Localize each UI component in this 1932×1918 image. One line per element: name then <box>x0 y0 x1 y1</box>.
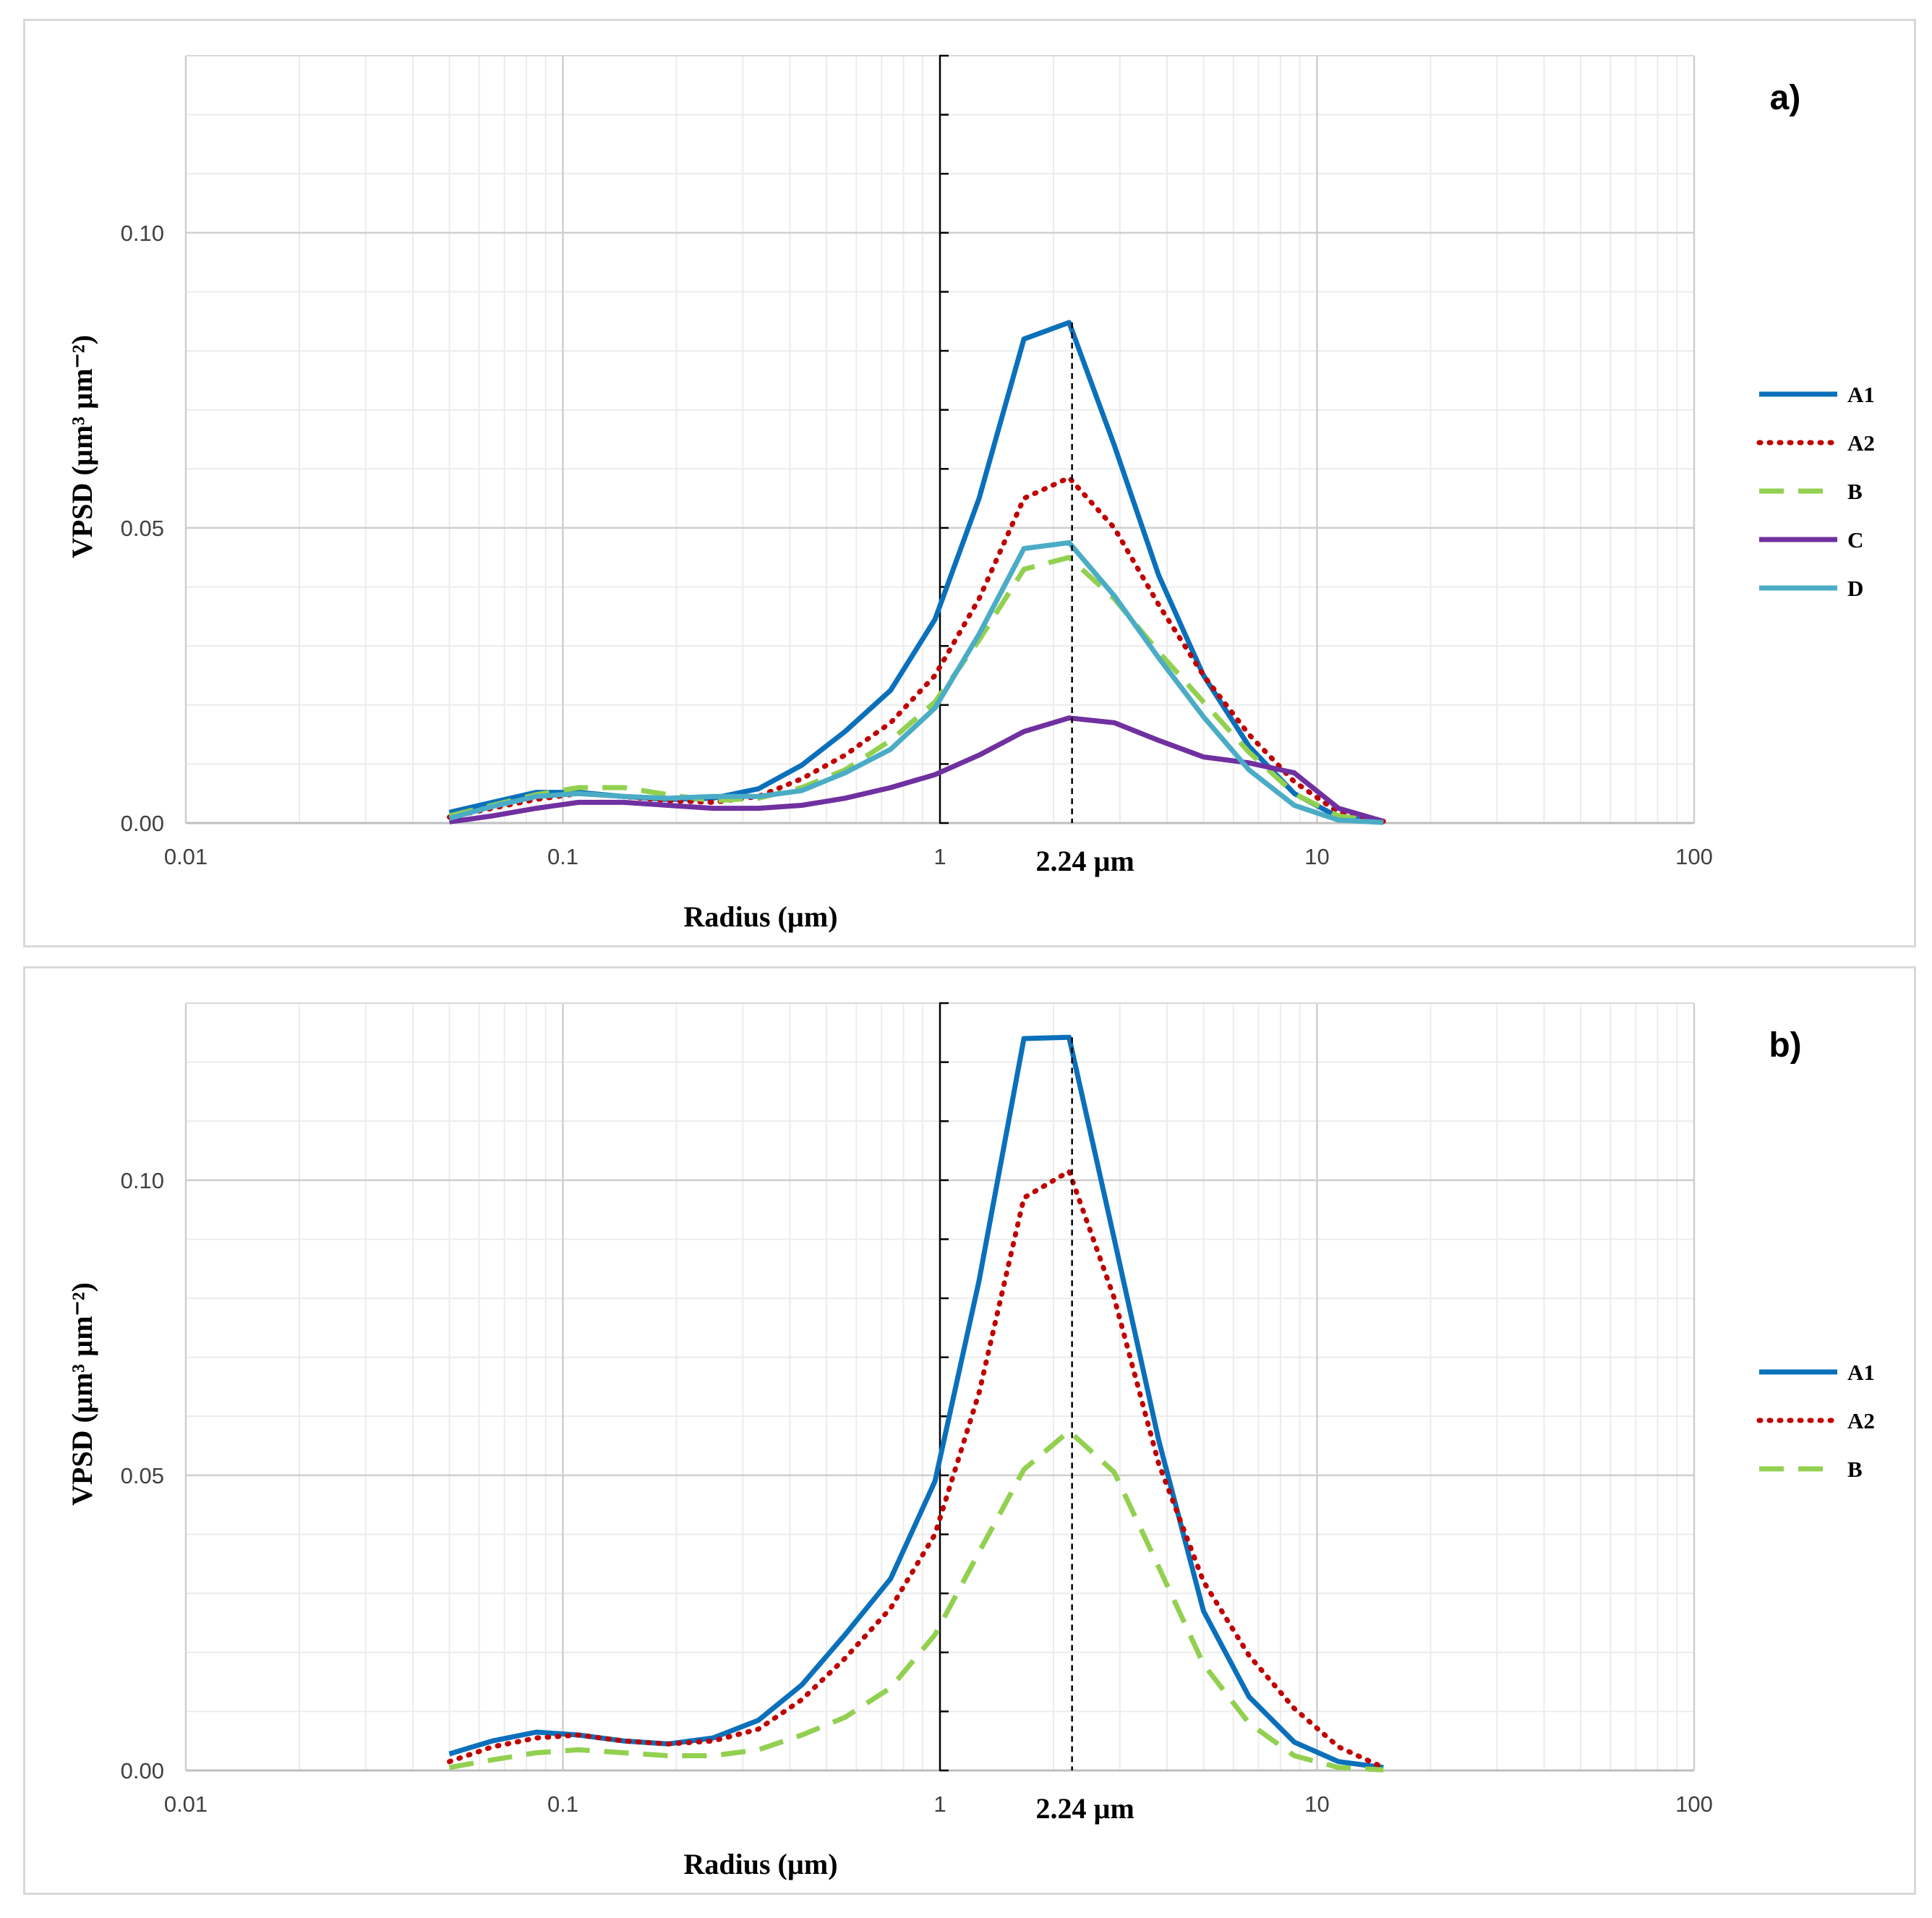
legend-label-a1: A1 <box>1847 382 1875 407</box>
x-axis-title: Radius (µm) <box>683 1848 837 1880</box>
series-line-b <box>448 555 1384 824</box>
legend-label-b: B <box>1847 1457 1863 1482</box>
chart-b-svg: 0.00 0.05 0.10 0.01 0.1 1 10 100 2.24 µm Radius (… <box>66 1002 1875 1880</box>
panel-label: a) <box>1770 79 1801 117</box>
panel-label: b) <box>1769 1026 1801 1065</box>
x-tick-label: 0.01 <box>164 1791 208 1817</box>
chart-panel-a: 0.00 0.05 0.10 0.01 0.1 1 10 100 2.24 µm Radius (… <box>23 19 1916 947</box>
marker-label: 2.24 µm <box>1035 845 1134 877</box>
legend-label-a1: A1 <box>1847 1360 1875 1385</box>
chart-panel-b: 0.00 0.05 0.10 0.01 0.1 1 10 100 2.24 µm Radius (… <box>23 966 1916 1895</box>
x-tick-label: 0.1 <box>547 1791 578 1817</box>
series-line-d <box>448 540 1384 825</box>
y-axis-title: VPSD (µm³ µm⁻²) <box>66 335 98 558</box>
y-tick-label: 0.00 <box>121 811 164 836</box>
x-tick-label: 100 <box>1675 844 1713 869</box>
y-axis-title: VPSD (µm³ µm⁻²) <box>66 1282 98 1506</box>
legend-label-a2: A2 <box>1847 430 1875 456</box>
series-line-c <box>449 715 1385 824</box>
legend-label-a2: A2 <box>1847 1408 1875 1433</box>
series-line-a2 <box>447 1169 1386 1770</box>
y-tick-label: 0.05 <box>121 516 164 541</box>
x-tick-label: 0.1 <box>547 844 578 869</box>
chart-a-svg: 0.00 0.05 0.10 0.01 0.1 1 10 100 2.24 µm Radius (… <box>66 54 1875 933</box>
x-tick-label: 10 <box>1304 844 1329 869</box>
y-tick-label: 0.10 <box>121 221 164 246</box>
series-line-b <box>448 1428 1384 1773</box>
legend-label-c: C <box>1847 527 1863 553</box>
y-tick-label: 0.10 <box>121 1168 164 1193</box>
y-tick-label: 0.00 <box>121 1758 164 1783</box>
y-tick-label: 0.05 <box>121 1463 164 1488</box>
x-tick-label: 1 <box>933 844 946 869</box>
legend-label-b: B <box>1847 479 1863 504</box>
marker-label: 2.24 µm <box>1035 1792 1134 1825</box>
x-tick-label: 10 <box>1304 1791 1329 1817</box>
x-tick-label: 1 <box>933 1791 946 1817</box>
x-axis-title: Radius (µm) <box>683 900 837 933</box>
series-line-a1 <box>448 1034 1384 1770</box>
x-tick-label: 0.01 <box>164 844 208 869</box>
x-tick-label: 100 <box>1675 1791 1713 1817</box>
legend-label-d: D <box>1847 576 1863 601</box>
